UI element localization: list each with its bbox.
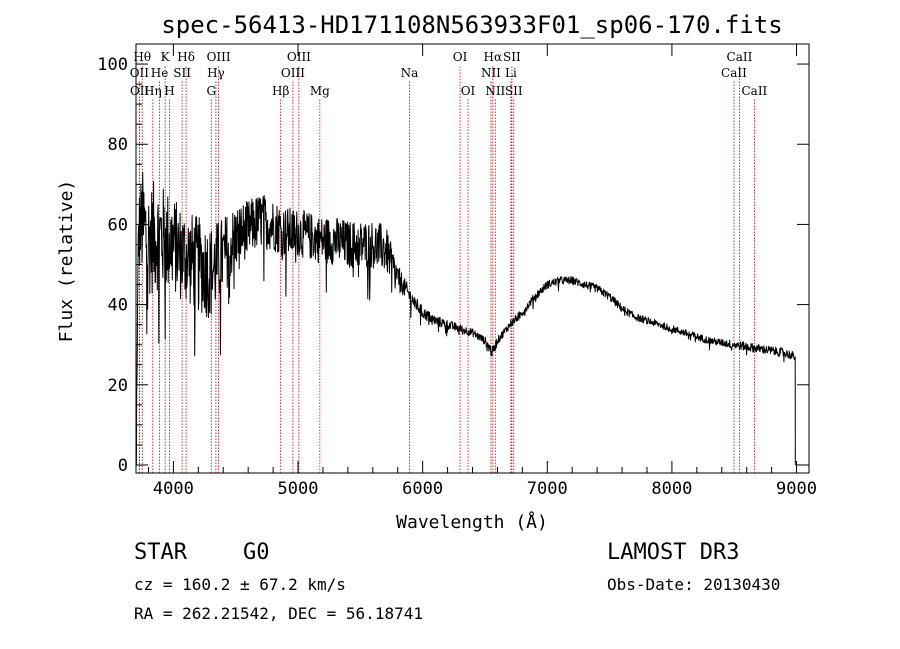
spectral-line-label: SII bbox=[503, 50, 521, 64]
y-tick-label: 80 bbox=[108, 135, 128, 155]
x-tick-label: 6000 bbox=[402, 479, 443, 499]
y-axis-ticks: 0 20 40 60 80 100 bbox=[97, 55, 809, 476]
spectral-line-label: OIII bbox=[281, 66, 305, 80]
spectral-line-label: OII bbox=[130, 66, 150, 80]
spectral-line-label: OI bbox=[453, 50, 468, 64]
spectral-line-label: Mg bbox=[310, 84, 330, 98]
spectral-line-label: OIII bbox=[207, 50, 231, 64]
spectral-line-label: CaII bbox=[721, 66, 747, 80]
spectral-line-label: Hα bbox=[484, 50, 503, 64]
spectral-line-label: Hβ bbox=[272, 84, 289, 98]
chart-title: spec-56413-HD171108N563933F01_sp06-170.f… bbox=[161, 11, 782, 39]
spectral-line-label: OI bbox=[461, 84, 476, 98]
x-tick-label: 8000 bbox=[651, 479, 692, 499]
spectral-line-label: Hθ bbox=[133, 50, 151, 64]
y-axis-label: Flux (relative) bbox=[56, 180, 77, 343]
y-tick-label: 40 bbox=[108, 296, 128, 316]
spectral-line-label: Hγ bbox=[207, 66, 225, 80]
spectral-line-label: K bbox=[161, 50, 171, 64]
spectral-line-labels: OII OII Hθ Hη He K H SII Hδ G Hγ OIII Hβ OIII OIII Mg Na… bbox=[130, 50, 768, 98]
x-tick-label: 4000 bbox=[153, 479, 194, 499]
x-axis-label: Wavelength (Å) bbox=[396, 511, 548, 533]
redshift-text: cz = 160.2 ± 67.2 km/s bbox=[134, 575, 346, 594]
spectral-line-label: Hδ bbox=[177, 50, 195, 64]
obs-date-text: Obs-Date: 20130430 bbox=[607, 575, 781, 594]
survey-name: LAMOST DR3 bbox=[607, 540, 740, 565]
spectral-line-label: OIII bbox=[287, 50, 311, 64]
x-tick-label: 5000 bbox=[278, 479, 319, 499]
y-tick-label: 20 bbox=[108, 376, 128, 396]
x-axis-ticks: 4000 5000 6000 7000 8000 9000 bbox=[147, 44, 817, 499]
spectral-line-label: H bbox=[164, 84, 174, 98]
spectral-line-label: CaII bbox=[741, 84, 767, 98]
spectral-line-label: G bbox=[206, 84, 216, 98]
coordinates-text: RA = 262.21542, DEC = 56.18741 bbox=[134, 604, 423, 623]
spectral-line-label: Hη bbox=[144, 84, 162, 98]
x-tick-label: 9000 bbox=[776, 479, 817, 499]
spectral-line-label: Li bbox=[505, 66, 517, 80]
y-tick-label: 100 bbox=[97, 55, 128, 75]
y-tick-label: 0 bbox=[118, 456, 128, 476]
spectral-line-label: NII bbox=[485, 84, 505, 98]
object-subclass: G0 bbox=[243, 540, 270, 565]
spectral-line-label: SII bbox=[505, 84, 523, 98]
spectral-line-label: CaII bbox=[727, 50, 753, 64]
spectral-line-label: SII bbox=[173, 66, 191, 80]
spectral-line-label: NII bbox=[481, 66, 501, 80]
spectral-line-label: OII bbox=[130, 84, 150, 98]
spectral-line-label: He bbox=[151, 66, 169, 80]
spectrum-line bbox=[135, 172, 796, 466]
x-tick-label: 7000 bbox=[527, 479, 568, 499]
object-class: STAR bbox=[134, 540, 187, 565]
y-tick-label: 60 bbox=[108, 215, 128, 235]
spectral-line-label: Na bbox=[401, 66, 419, 80]
